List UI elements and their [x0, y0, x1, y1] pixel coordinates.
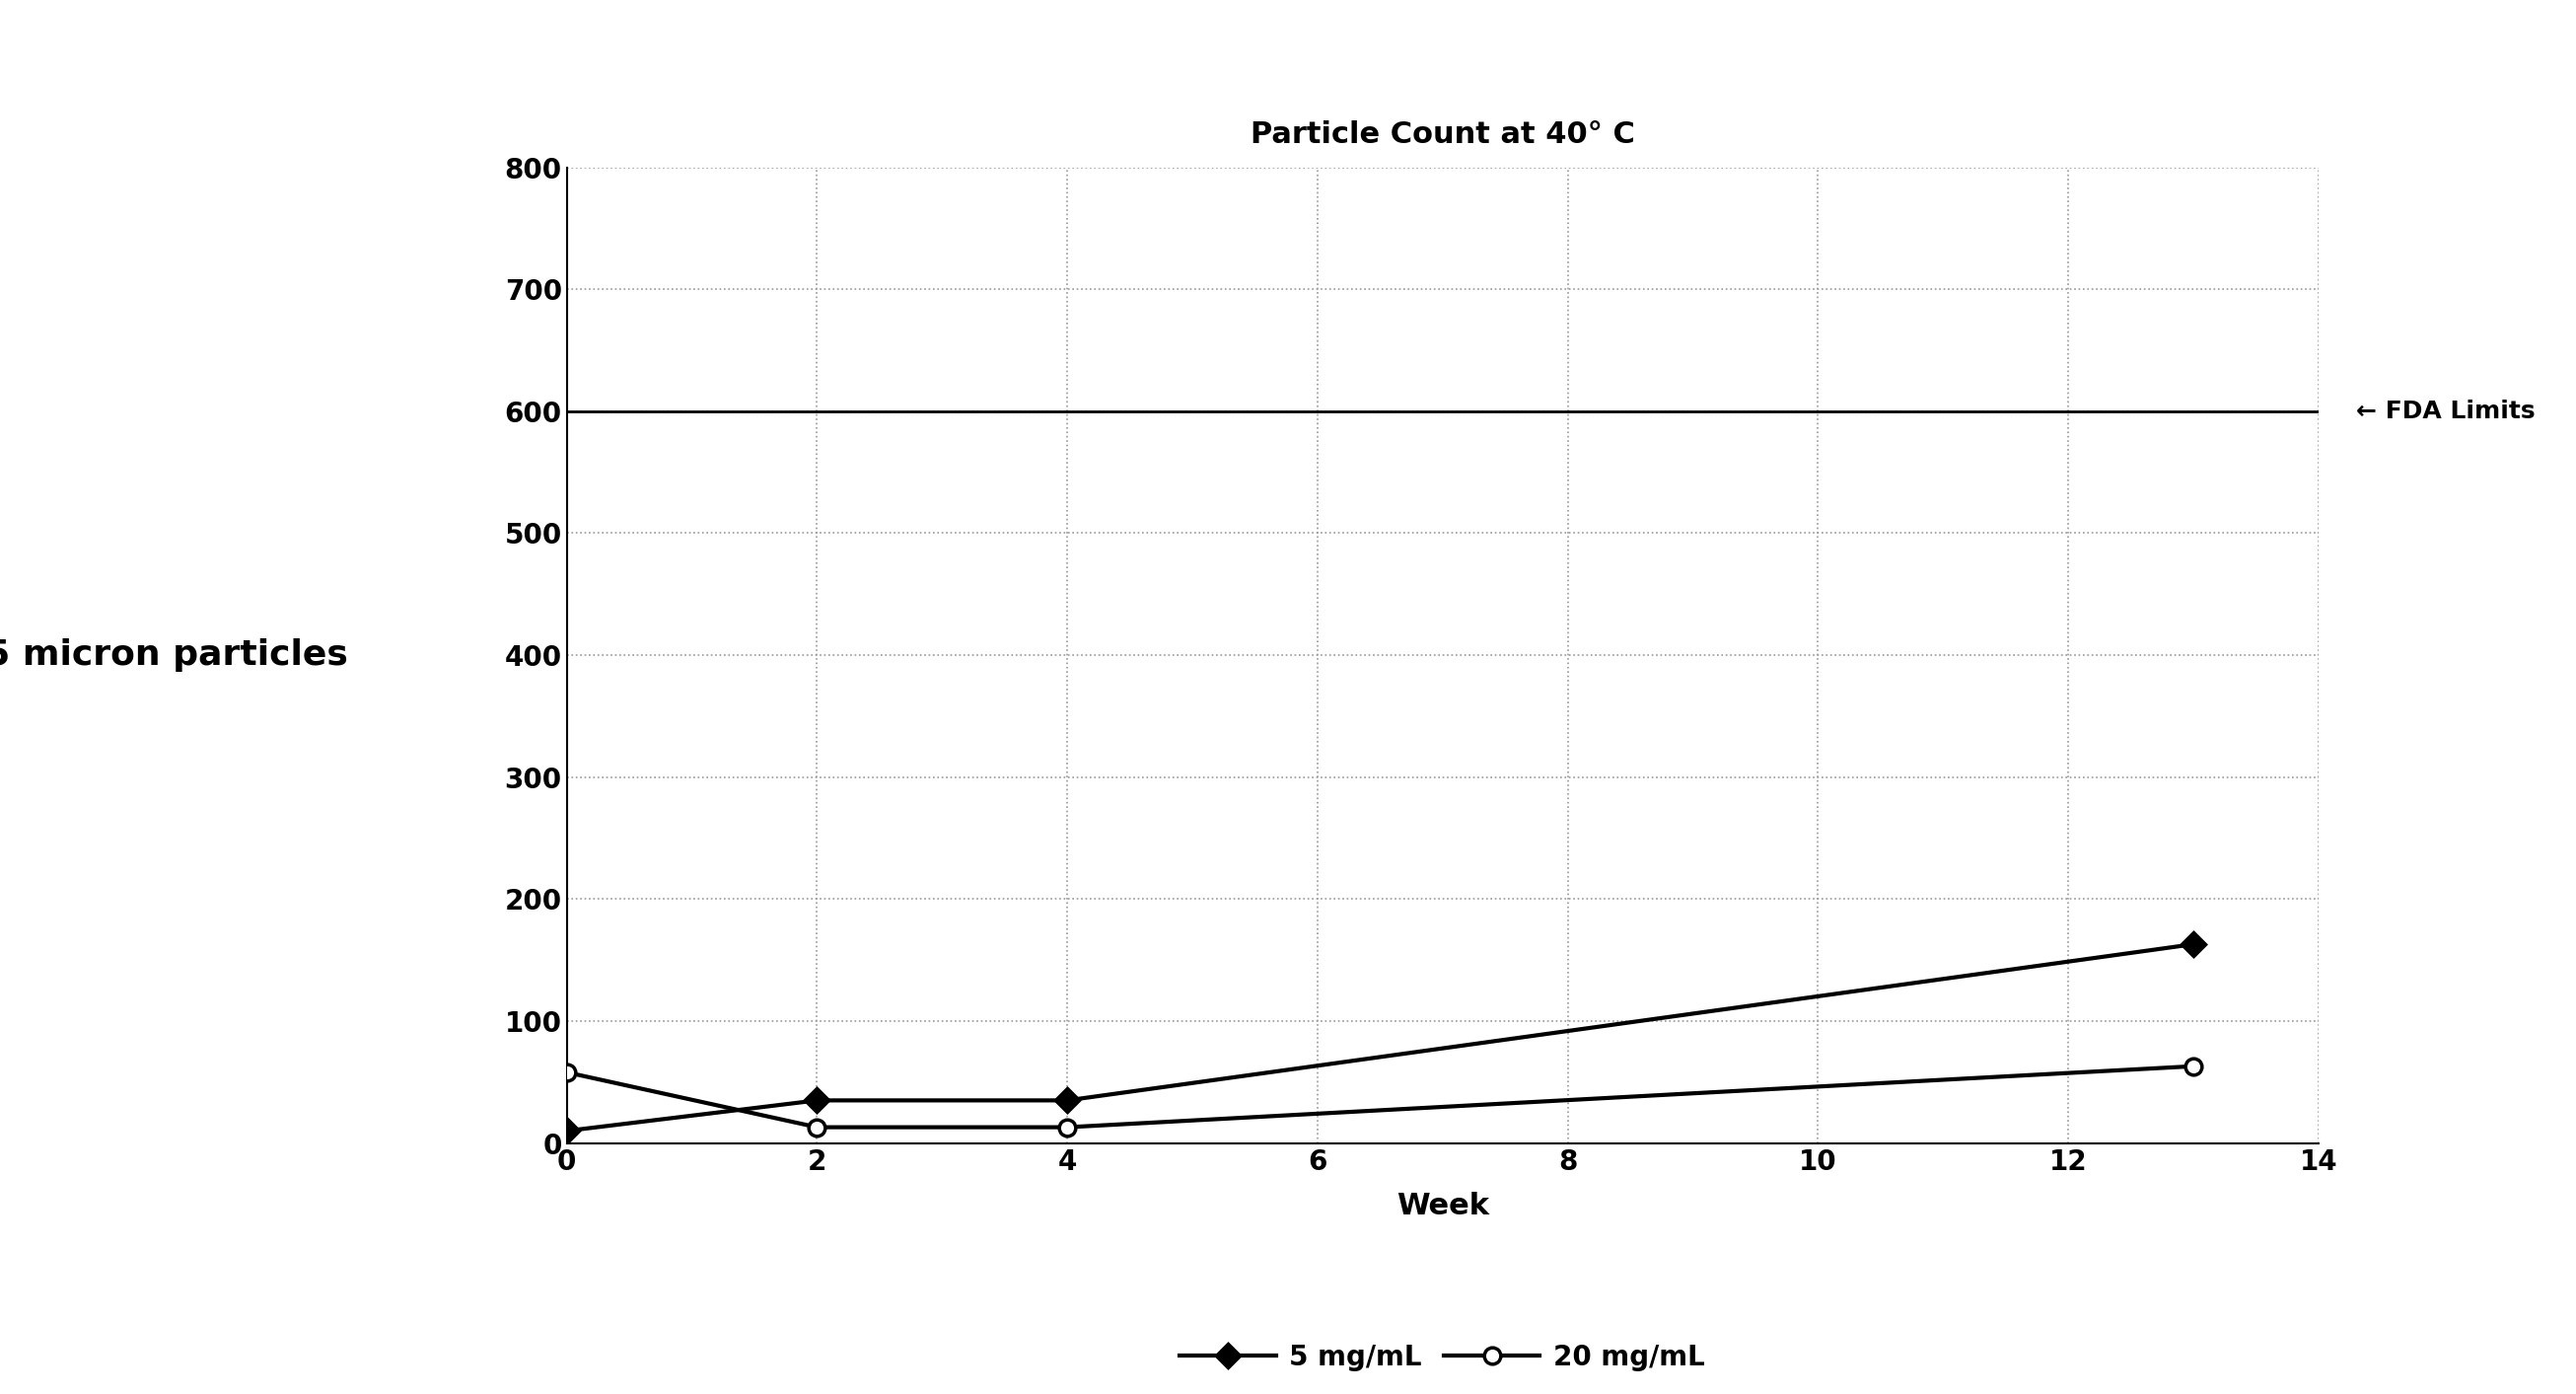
Text: ← FDA Limits: ← FDA Limits — [2357, 400, 2535, 422]
Legend: 5 mg/mL, 20 mg/mL: 5 mg/mL, 20 mg/mL — [1170, 1333, 1716, 1381]
X-axis label: Week: Week — [1396, 1192, 1489, 1221]
Title: Particle Count at 40° C: Particle Count at 40° C — [1249, 120, 1636, 149]
Text: 25 micron particles: 25 micron particles — [0, 638, 348, 672]
